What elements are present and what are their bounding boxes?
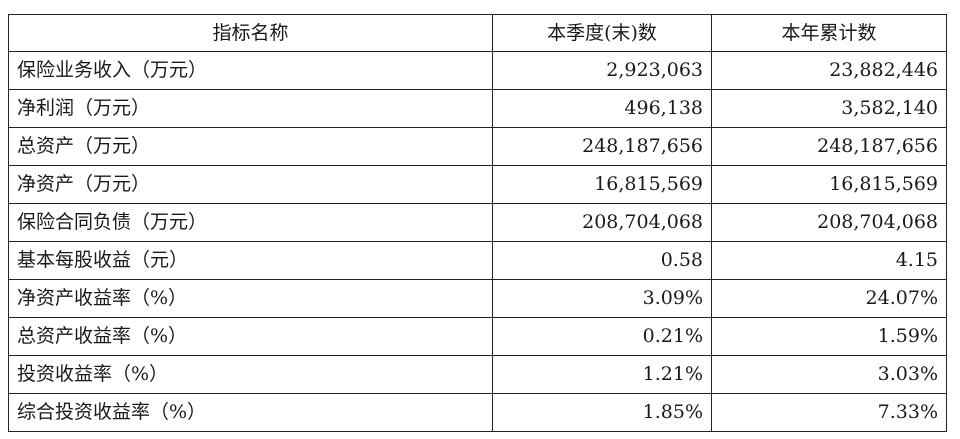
row-quarter-value: 16,815,569	[492, 165, 712, 204]
row-ytd-value: 23,882,446	[711, 51, 947, 90]
header-year-to-date: 本年累计数	[711, 14, 947, 52]
row-quarter-value: 248,187,656	[492, 127, 712, 166]
row-quarter-value: 0.21%	[492, 317, 712, 356]
table-row: 净资产收益率（%） 3.09% 24.07%	[8, 279, 947, 318]
row-ytd-value: 208,704,068	[711, 203, 947, 242]
row-label: 总资产收益率（%）	[8, 317, 493, 356]
table-row: 基本每股收益（元） 0.58 4.15	[8, 241, 947, 280]
table-row: 保险合同负债（万元） 208,704,068 208,704,068	[8, 203, 947, 242]
table-row: 投资收益率（%） 1.21% 3.03%	[8, 355, 947, 394]
table-row: 综合投资收益率（%） 1.85% 7.33%	[8, 393, 947, 432]
row-ytd-value: 16,815,569	[711, 165, 947, 204]
table-row: 净利润（万元） 496,138 3,582,140	[8, 89, 947, 128]
row-quarter-value: 1.21%	[492, 355, 712, 394]
row-label: 净资产收益率（%）	[8, 279, 493, 318]
row-ytd-value: 7.33%	[711, 393, 947, 432]
header-indicator-name: 指标名称	[8, 14, 493, 52]
table-row: 净资产（万元） 16,815,569 16,815,569	[8, 165, 947, 204]
header-current-quarter: 本季度(末)数	[492, 14, 712, 52]
row-label: 总资产（万元）	[8, 127, 493, 166]
row-label: 基本每股收益（元）	[8, 241, 493, 280]
row-label: 保险合同负债（万元）	[8, 203, 493, 242]
table-row: 保险业务收入（万元） 2,923,063 23,882,446	[8, 51, 947, 90]
row-label: 投资收益率（%）	[8, 355, 493, 394]
row-label: 净资产（万元）	[8, 165, 493, 204]
row-quarter-value: 3.09%	[492, 279, 712, 318]
row-quarter-value: 1.85%	[492, 393, 712, 432]
row-ytd-value: 24.07%	[711, 279, 947, 318]
row-label: 保险业务收入（万元）	[8, 51, 493, 90]
table-header-row: 指标名称 本季度(末)数 本年累计数	[8, 14, 947, 52]
row-ytd-value: 1.59%	[711, 317, 947, 356]
row-ytd-value: 248,187,656	[711, 127, 947, 166]
row-ytd-value: 4.15	[711, 241, 947, 280]
row-ytd-value: 3,582,140	[711, 89, 947, 128]
row-label: 净利润（万元）	[8, 89, 493, 128]
table-row: 总资产收益率（%） 0.21% 1.59%	[8, 317, 947, 356]
row-quarter-value: 0.58	[492, 241, 712, 280]
row-ytd-value: 3.03%	[711, 355, 947, 394]
financial-indicators-table: 指标名称 本季度(末)数 本年累计数 保险业务收入（万元） 2,923,063 …	[8, 14, 947, 432]
row-quarter-value: 2,923,063	[492, 51, 712, 90]
row-quarter-value: 208,704,068	[492, 203, 712, 242]
row-label: 综合投资收益率（%）	[8, 393, 493, 432]
table-row: 总资产（万元） 248,187,656 248,187,656	[8, 127, 947, 166]
row-quarter-value: 496,138	[492, 89, 712, 128]
